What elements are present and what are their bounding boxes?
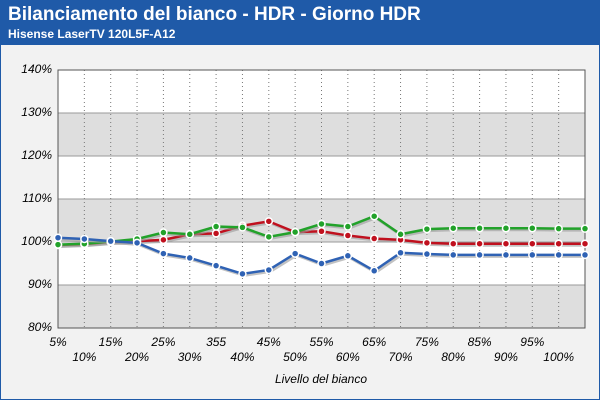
x-tick-label: 5% <box>49 335 67 349</box>
data-point <box>80 234 89 244</box>
data-point <box>211 229 221 238</box>
data-point <box>396 248 405 257</box>
x-tick-label: 85% <box>468 335 492 349</box>
x-tick-label: 70% <box>389 350 413 364</box>
data-point <box>159 228 168 237</box>
data-point <box>343 251 353 261</box>
x-tick-label: 65% <box>362 335 386 349</box>
data-point <box>317 227 326 236</box>
x-tick-label: 10% <box>72 350 96 364</box>
y-tick-label: 140% <box>21 62 52 76</box>
data-point <box>185 253 194 263</box>
x-tick-label: 60% <box>336 350 360 364</box>
x-tick-label: 90% <box>494 350 518 364</box>
y-tick-label: 100% <box>21 234 52 248</box>
data-point <box>106 236 115 246</box>
data-point <box>369 266 379 276</box>
data-point <box>580 239 590 248</box>
data-point <box>264 217 274 226</box>
x-tick-label: 50% <box>283 350 307 364</box>
x-tick-label: 40% <box>230 350 254 364</box>
header <box>1 1 599 45</box>
data-point <box>211 261 221 270</box>
data-point <box>422 249 432 259</box>
data-point <box>422 238 432 248</box>
data-point <box>475 223 484 233</box>
data-point <box>528 250 537 260</box>
data-point <box>238 269 247 279</box>
x-tick-label: 25% <box>150 335 175 349</box>
data-point <box>53 233 63 242</box>
plot-border <box>57 69 586 329</box>
data-point <box>159 235 168 245</box>
data-point <box>449 239 458 248</box>
x-tick-label: 355 <box>206 335 226 349</box>
data-point <box>264 265 274 275</box>
data-point <box>554 239 563 248</box>
x-tick-label: 100% <box>543 350 574 364</box>
data-point <box>185 230 194 239</box>
x-tick-label: 75% <box>415 335 439 349</box>
x-tick-label: 95% <box>520 335 544 349</box>
data-point <box>317 219 326 229</box>
data-point <box>317 259 326 268</box>
data-point <box>422 224 432 234</box>
data-point <box>290 249 300 258</box>
data-point <box>580 224 590 233</box>
x-tick-label: 55% <box>309 335 333 349</box>
data-point <box>501 239 511 248</box>
data-point <box>238 223 247 232</box>
y-tick-label: 80% <box>28 320 52 334</box>
data-point <box>290 227 300 237</box>
data-point <box>554 250 563 260</box>
data-point <box>396 230 405 239</box>
data-point <box>132 238 142 248</box>
data-point <box>53 240 63 249</box>
data-point <box>528 223 537 233</box>
data-point <box>211 222 221 231</box>
y-tick-label: 120% <box>21 148 52 162</box>
data-point <box>554 224 563 233</box>
y-tick-label: 110% <box>22 191 52 205</box>
x-tick-label: 30% <box>178 350 202 364</box>
data-point <box>475 250 484 260</box>
data-point <box>343 222 353 231</box>
data-point <box>501 250 511 260</box>
chart-subtitle: Hisense LaserTV 120L5F-A12 <box>8 27 176 41</box>
x-axis-label: Livello del bianco <box>275 372 367 386</box>
data-point <box>449 250 458 260</box>
data-point <box>580 250 590 260</box>
x-tick-label: 80% <box>441 350 465 364</box>
data-point <box>475 239 484 248</box>
data-point <box>159 249 168 258</box>
data-point <box>264 232 274 242</box>
x-tick-label: 20% <box>124 350 149 364</box>
data-point <box>501 223 511 233</box>
x-tick-label: 15% <box>99 335 123 349</box>
chart-title: Bilanciamento del bianco - HDR - Giorno … <box>8 4 421 25</box>
data-point <box>343 231 353 240</box>
data-point <box>528 239 537 248</box>
x-tick-label: 45% <box>257 335 281 349</box>
data-point <box>449 223 458 233</box>
y-tick-label: 90% <box>28 277 52 291</box>
data-point <box>369 234 379 243</box>
data-point <box>369 211 379 221</box>
y-tick-label: 130% <box>21 105 52 119</box>
